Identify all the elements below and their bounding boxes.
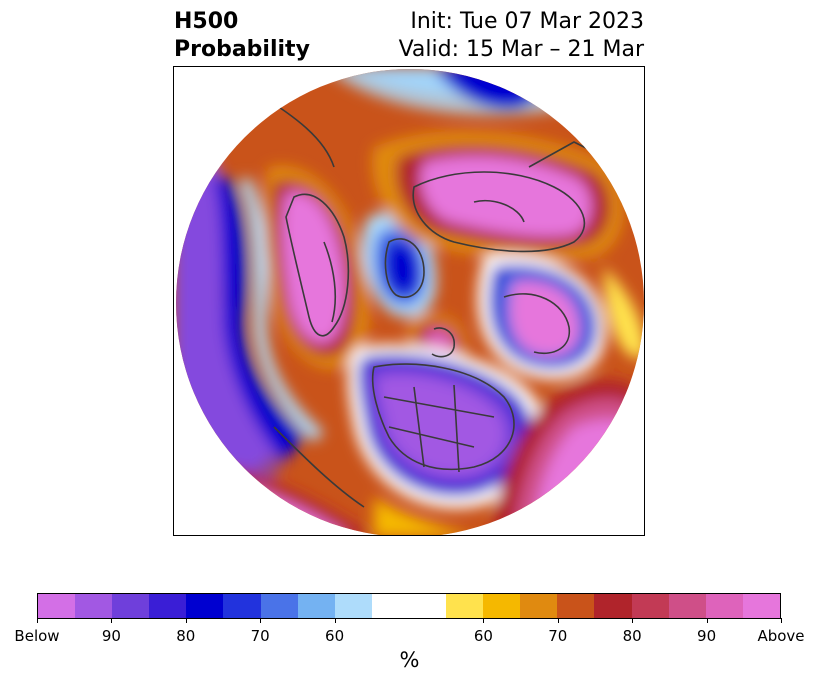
colorbar-swatch <box>371 594 409 618</box>
colorbar-swatch <box>112 594 150 618</box>
colorbar-swatch <box>446 594 484 618</box>
init-date: Init: Tue 07 Mar 2023 <box>410 9 644 34</box>
colorbar-tick-mark <box>260 618 262 623</box>
colorbar-swatch <box>149 594 187 618</box>
colorbar-swatch <box>557 594 595 618</box>
valid-range: Valid: 15 Mar – 21 Mar <box>398 37 644 62</box>
colorbar-tick-mark <box>706 618 708 623</box>
colorbar-tick-mark <box>334 618 336 623</box>
colorbar-ticks: Below 90 80 70 60 60 70 80 90 Above <box>14 618 805 645</box>
colorbar-tick-label: 80 <box>622 627 642 645</box>
colorbar-tick-label: 60 <box>473 627 493 645</box>
colorbar-swatch <box>483 594 521 618</box>
title-left: H500 Probability <box>174 8 310 64</box>
colorbar-swatch <box>186 594 224 618</box>
colorbar-tick-mark <box>483 618 485 623</box>
colorbar-swatch <box>223 594 261 618</box>
colorbar <box>37 593 781 619</box>
colorbar-swatch <box>520 594 558 618</box>
colorbar-tick-label: 90 <box>101 627 121 645</box>
colorbar-swatch <box>668 594 706 618</box>
title-variable: H500 <box>174 9 239 34</box>
colorbar-unit-label: % <box>399 648 420 672</box>
colorbar-swatch <box>408 594 447 618</box>
colorbar-tick-label: 60 <box>325 627 345 645</box>
colorbar-swatch <box>594 594 632 618</box>
colorbar-swatch <box>742 594 780 618</box>
colorbar-swatch <box>631 594 669 618</box>
colorbar-tick-mark <box>632 618 634 623</box>
colorbar-tick-mark <box>111 618 113 623</box>
colorbar-swatch <box>334 594 372 618</box>
colorbar-swatch <box>260 594 298 618</box>
colorbar-swatch <box>705 594 743 618</box>
colorbar-tick-label: 80 <box>176 627 196 645</box>
colorbar-tick-label: 90 <box>697 627 717 645</box>
colorbar-tick-label: Below <box>14 627 60 645</box>
colorbar-tick-label: Above <box>757 627 805 645</box>
title-right: Init: Tue 07 Mar 2023 Valid: 15 Mar – 21… <box>399 8 644 64</box>
colorbar-tick-mark <box>781 618 782 623</box>
polar-map <box>176 69 644 535</box>
colorbar-tick-mark <box>557 618 559 623</box>
probability-field <box>176 69 644 535</box>
title-product: Probability <box>174 37 310 62</box>
map-panel <box>173 66 645 536</box>
colorbar-swatch <box>75 594 113 618</box>
colorbar-tick-label: 70 <box>548 627 568 645</box>
colorbar-tick-mark <box>185 618 187 623</box>
colorbar-swatch <box>38 594 76 618</box>
colorbar-swatch <box>297 594 335 618</box>
colorbar-tick-mark <box>37 618 38 623</box>
colorbar-tick-label: 70 <box>250 627 270 645</box>
